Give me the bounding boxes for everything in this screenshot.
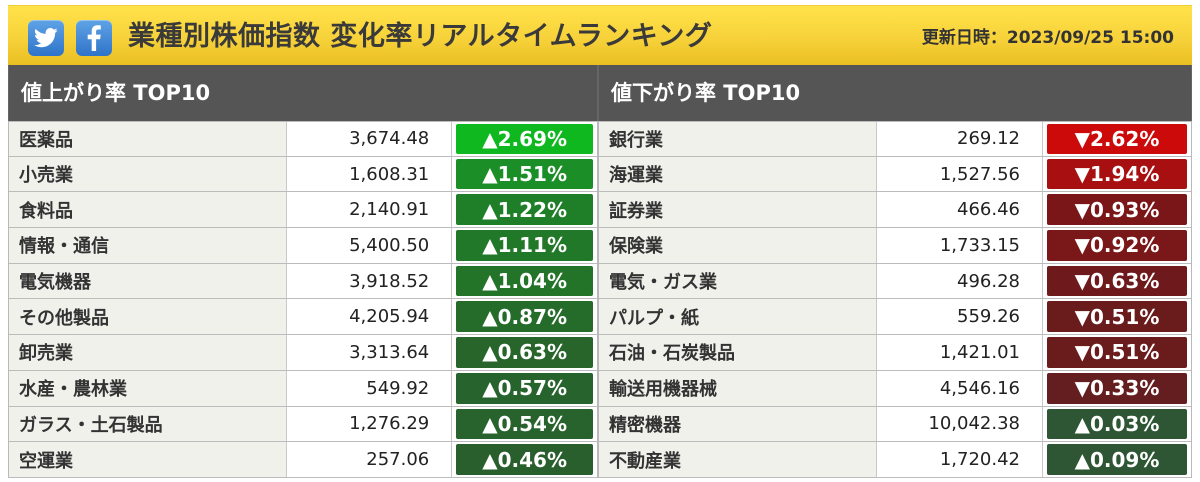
index-value: 1,720.42 bbox=[877, 442, 1043, 477]
table-row[interactable]: 輸送用機器械 4,546.16 ▼0.33% bbox=[599, 370, 1191, 407]
change-rate-badge: ▼1.94% bbox=[1047, 158, 1187, 190]
losers-table: 銀行業 269.12 ▼2.62% 海運業 1,527.56 ▼1.94% 証券業 466.4… bbox=[598, 121, 1192, 478]
index-value: 4,546.16 bbox=[877, 370, 1043, 406]
index-value: 2,140.91 bbox=[286, 192, 453, 228]
index-value: 3,918.52 bbox=[286, 263, 453, 299]
table-row[interactable]: 銀行業 269.12 ▼2.62% bbox=[599, 121, 1191, 157]
index-value: 10,042.38 bbox=[877, 406, 1043, 442]
sector-name: 証券業 bbox=[599, 192, 877, 228]
header-banner: 業種別株価指数 変化率リアルタイムランキング 更新日時：2023/09/25 1… bbox=[8, 5, 1192, 65]
table-row[interactable]: 海運業 1,527.56 ▼1.94% bbox=[599, 156, 1191, 193]
table-row[interactable]: 水産・農林業 549.92 ▲0.57% bbox=[9, 370, 597, 407]
losers-title: 値下がり率 TOP10 bbox=[598, 65, 1192, 121]
table-row[interactable]: ガラス・土石製品 1,276.29 ▲0.54% bbox=[9, 406, 597, 443]
twitter-share-button[interactable] bbox=[28, 20, 64, 56]
table-row[interactable]: 精密機器 10,042.38 ▲0.03% bbox=[599, 406, 1191, 443]
table-row[interactable]: 食料品 2,140.91 ▲1.22% bbox=[9, 192, 597, 229]
sector-name: 小売業 bbox=[9, 156, 287, 192]
sector-name: 保険業 bbox=[599, 228, 877, 263]
table-row[interactable]: 空運業 257.06 ▲0.46% bbox=[9, 442, 597, 478]
change-rate-badge: ▲1.22% bbox=[456, 194, 593, 226]
sector-name: パルプ・紙 bbox=[599, 299, 877, 335]
table-row[interactable]: 保険業 1,733.15 ▼0.92% bbox=[599, 228, 1191, 264]
change-rate-badge: ▼2.62% bbox=[1047, 124, 1187, 154]
sector-name: 電気・ガス業 bbox=[599, 263, 877, 299]
index-value: 559.26 bbox=[877, 299, 1043, 335]
index-value: 466.46 bbox=[877, 192, 1043, 228]
index-value: 1,527.56 bbox=[877, 156, 1043, 192]
sector-name: 空運業 bbox=[9, 442, 287, 477]
gainers-table: 医薬品 3,674.48 ▲2.69% 小売業 1,608.31 ▲1.51% 食料品 2,1… bbox=[8, 121, 598, 478]
index-value: 4,205.94 bbox=[286, 299, 453, 335]
change-rate-badge: ▲0.03% bbox=[1047, 408, 1187, 440]
change-rate-badge: ▲0.57% bbox=[456, 372, 593, 404]
change-rate-badge: ▲0.87% bbox=[456, 301, 593, 333]
sector-name: ガラス・土石製品 bbox=[9, 406, 287, 442]
table-row[interactable]: 小売業 1,608.31 ▲1.51% bbox=[9, 156, 597, 193]
change-rate-badge: ▲0.46% bbox=[456, 444, 593, 475]
index-value: 269.12 bbox=[877, 122, 1043, 156]
table-row[interactable]: 医薬品 3,674.48 ▲2.69% bbox=[9, 121, 597, 157]
facebook-share-button[interactable] bbox=[76, 20, 112, 56]
change-rate-badge: ▼0.51% bbox=[1047, 301, 1187, 333]
losers-panel: 値下がり率 TOP10 銀行業 269.12 ▼2.62% 海運業 1,527.56 ▼1… bbox=[598, 65, 1192, 478]
sector-name: 精密機器 bbox=[599, 406, 877, 442]
sector-name: 医薬品 bbox=[9, 122, 287, 156]
table-row[interactable]: パルプ・紙 559.26 ▼0.51% bbox=[599, 299, 1191, 336]
change-rate-badge: ▼0.33% bbox=[1047, 372, 1187, 404]
sector-name: 情報・通信 bbox=[9, 228, 287, 263]
table-row[interactable]: 情報・通信 5,400.50 ▲1.11% bbox=[9, 228, 597, 264]
facebook-icon bbox=[87, 25, 101, 51]
index-value: 257.06 bbox=[286, 442, 453, 477]
change-rate-badge: ▲2.69% bbox=[456, 124, 593, 154]
table-row[interactable]: 卸売業 3,313.64 ▲0.63% bbox=[9, 335, 597, 371]
index-value: 549.92 bbox=[286, 370, 453, 406]
sector-name: 石油・石炭製品 bbox=[599, 335, 877, 370]
sector-name: 食料品 bbox=[9, 192, 287, 228]
change-rate-badge: ▲0.09% bbox=[1047, 444, 1187, 475]
table-row[interactable]: その他製品 4,205.94 ▲0.87% bbox=[9, 299, 597, 336]
gainers-title: 値上がり率 TOP10 bbox=[8, 65, 598, 121]
index-value: 1,276.29 bbox=[286, 406, 453, 442]
change-rate-badge: ▲0.54% bbox=[456, 408, 593, 440]
sector-name: 卸売業 bbox=[9, 335, 287, 370]
index-value: 1,421.01 bbox=[877, 335, 1043, 370]
sector-name: 銀行業 bbox=[599, 122, 877, 156]
updated-timestamp: 更新日時：2023/09/25 15:00 bbox=[921, 28, 1174, 48]
change-rate-badge: ▼0.93% bbox=[1047, 194, 1187, 226]
sector-name: 輸送用機器械 bbox=[599, 370, 877, 406]
table-row[interactable]: 不動産業 1,720.42 ▲0.09% bbox=[599, 442, 1191, 478]
change-rate-badge: ▼0.63% bbox=[1047, 265, 1187, 297]
index-value: 3,674.48 bbox=[286, 122, 453, 156]
index-value: 1,608.31 bbox=[286, 156, 453, 192]
twitter-icon bbox=[34, 28, 58, 48]
page-title: 業種別株価指数 変化率リアルタイムランキング bbox=[128, 21, 713, 52]
change-rate-badge: ▲1.04% bbox=[456, 265, 593, 297]
change-rate-badge: ▲1.11% bbox=[456, 230, 593, 261]
index-value: 496.28 bbox=[877, 263, 1043, 299]
sector-name: 水産・農林業 bbox=[9, 370, 287, 406]
table-row[interactable]: 石油・石炭製品 1,421.01 ▼0.51% bbox=[599, 335, 1191, 371]
index-value: 5,400.50 bbox=[286, 228, 453, 263]
index-value: 3,313.64 bbox=[286, 335, 453, 370]
table-row[interactable]: 証券業 466.46 ▼0.93% bbox=[599, 192, 1191, 229]
change-rate-badge: ▲0.63% bbox=[456, 337, 593, 368]
change-rate-badge: ▼0.92% bbox=[1047, 230, 1187, 261]
sector-name: 不動産業 bbox=[599, 442, 877, 477]
sector-name: 電気機器 bbox=[9, 263, 287, 299]
change-rate-badge: ▲1.51% bbox=[456, 158, 593, 190]
table-row[interactable]: 電気機器 3,918.52 ▲1.04% bbox=[9, 263, 597, 300]
sector-name: その他製品 bbox=[9, 299, 287, 335]
index-value: 1,733.15 bbox=[877, 228, 1043, 263]
table-row[interactable]: 電気・ガス業 496.28 ▼0.63% bbox=[599, 263, 1191, 300]
sector-name: 海運業 bbox=[599, 156, 877, 192]
change-rate-badge: ▼0.51% bbox=[1047, 337, 1187, 368]
gainers-panel: 値上がり率 TOP10 医薬品 3,674.48 ▲2.69% 小売業 1,608.31… bbox=[8, 65, 598, 478]
